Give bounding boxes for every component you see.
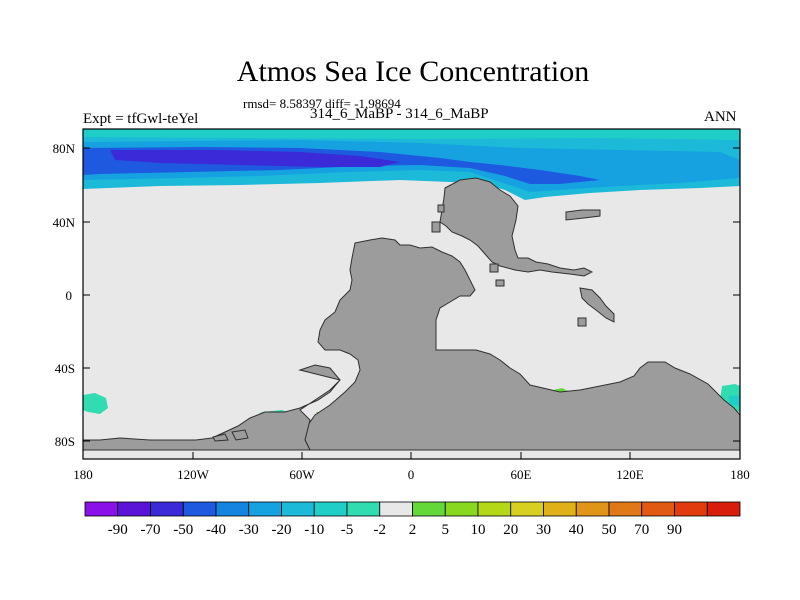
colorbar-label: -40 (206, 522, 226, 538)
colorbar-label: 90 (667, 522, 682, 538)
colorbar-box (412, 501, 446, 517)
colorbar-label: -90 (108, 522, 128, 538)
colorbar-box (117, 501, 151, 517)
colorbar-label: 5 (442, 522, 450, 538)
colorbar-box (281, 501, 315, 517)
lon-label-120e: 120E (616, 467, 644, 482)
island-small-3 (431, 221, 441, 233)
lon-axis (192, 452, 631, 459)
colorbar-box (575, 501, 610, 517)
island-small-1 (577, 317, 587, 327)
colorbar-label: 2 (409, 522, 417, 538)
colorbar-label: -20 (272, 522, 292, 538)
experiment-label: Expt = tfGwl-teYel (83, 111, 199, 127)
lat-label-80s: 80S (55, 434, 75, 449)
lat-axis (83, 147, 740, 442)
colorbar-box (248, 501, 282, 517)
island-small-4 (437, 204, 445, 213)
island-south-1 (231, 429, 249, 441)
lon-tick-labels: 180 120W 60W 0 60E 120E 180 (73, 467, 750, 482)
land-masses (83, 177, 740, 451)
lon-label-60e: 60E (511, 467, 532, 482)
lon-label-120w: 120W (177, 467, 210, 482)
colorbar-box (379, 501, 413, 517)
colorbar-label: -2 (374, 522, 387, 538)
plot-title: Atmos Sea Ice Concentration (236, 55, 590, 88)
colorbar-box (215, 501, 250, 517)
colorbar-labels: -90 -70 -50 -40 -30 -20 -10 -5 -2 2 5 10 20 30 40 50 70 9… (108, 522, 682, 538)
land-north-continent (439, 177, 594, 277)
colorbar-box (510, 501, 544, 517)
colorbar-label: -5 (341, 522, 354, 538)
lat-tick-labels: 80N 40N 0 40S 80S (53, 141, 76, 449)
land-south-arm (83, 364, 341, 451)
lon-label-180w: 180 (73, 467, 93, 482)
colorbar-box (543, 501, 577, 517)
colorbar: -90 -70 -50 -40 -30 -20 -10 -5 -2 2 5 10 20 30 40 50 70 9… (84, 501, 741, 538)
colorbar-box (674, 501, 708, 517)
colorbar-box (346, 501, 381, 517)
colorbar-box (706, 501, 741, 517)
colorbar-box (641, 501, 675, 517)
colorbar-label: 20 (503, 522, 518, 538)
lat-label-40n: 40N (53, 215, 76, 230)
colorbar-box (608, 501, 643, 517)
island-small-2 (495, 279, 505, 287)
lon-label-0: 0 (408, 467, 415, 482)
colorbar-box (84, 501, 119, 517)
colorbar-box (182, 501, 217, 517)
colorbar-label: 70 (634, 522, 649, 538)
arctic-ice-anomaly (83, 129, 740, 200)
lon-label-60w: 60W (289, 467, 315, 482)
colorbar-label: 30 (536, 522, 551, 538)
island-east-chain (579, 287, 615, 323)
colorbar-box (150, 501, 184, 517)
colorbar-label: -50 (173, 522, 193, 538)
lat-label-80n: 80N (53, 141, 76, 156)
colorbar-box (477, 501, 512, 517)
colorbar-label: -10 (304, 522, 324, 538)
lat-label-40s: 40S (55, 361, 75, 376)
colorbar-label: 50 (602, 522, 617, 538)
colorbar-box (444, 501, 479, 517)
stats-text: rmsd= 8.58397 diff= -1.98694 (243, 96, 401, 111)
colorbar-boxes (84, 501, 741, 517)
colorbar-label: -70 (141, 522, 161, 538)
lon-label-180e: 180 (730, 467, 750, 482)
island-south-2 (212, 433, 229, 442)
colorbar-label: 10 (471, 522, 486, 538)
colorbar-label: -30 (239, 522, 259, 538)
land-west-continent (304, 237, 740, 451)
colorbar-label: 40 (569, 522, 584, 538)
island-northeast (565, 209, 601, 221)
season-label: ANN (704, 109, 737, 125)
island-small-5 (489, 263, 499, 273)
colorbar-box (313, 501, 348, 517)
subtitle: 314_6_MaBP - 314_6_MaBP (310, 106, 489, 122)
lat-label-0: 0 (66, 288, 73, 303)
map-plot-area (83, 129, 740, 459)
